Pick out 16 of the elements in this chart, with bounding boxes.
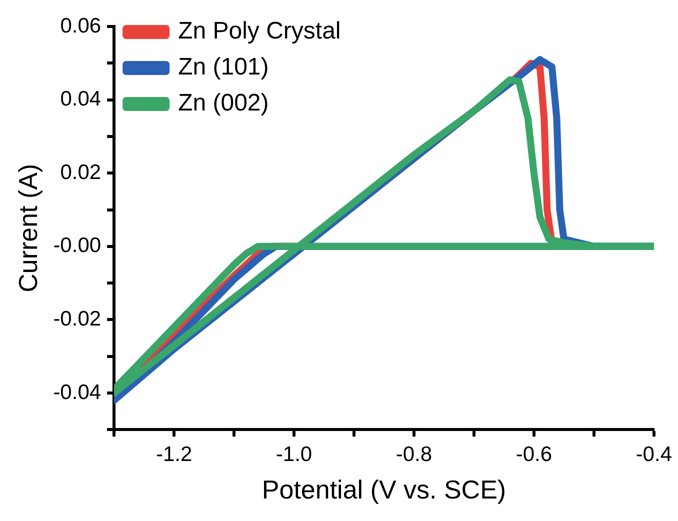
- legend-label: Zn (101): [178, 54, 269, 81]
- x-tick-label: -0.4: [636, 442, 672, 466]
- x-tick-label: -1.2: [156, 442, 192, 466]
- y-tick-label: -0.00: [53, 234, 102, 258]
- y-axis-title: Current (A): [12, 164, 43, 292]
- x-axis-title: Potential (V vs. SCE): [262, 474, 506, 505]
- y-tick-label: 0.02: [60, 160, 102, 184]
- legend-label: Zn Poly Crystal: [178, 18, 341, 45]
- legend-label: Zn (002): [178, 90, 269, 117]
- x-tick-label: -1.0: [276, 442, 312, 466]
- y-tick-label: 0.04: [60, 88, 102, 111]
- x-tick-label: -0.6: [516, 442, 552, 466]
- x-tick-label: -0.8: [396, 442, 432, 466]
- y-tick-label: -0.04: [53, 380, 102, 404]
- y-tick-label: -0.02: [53, 307, 102, 330]
- y-tick-label: 0.06: [60, 14, 102, 38]
